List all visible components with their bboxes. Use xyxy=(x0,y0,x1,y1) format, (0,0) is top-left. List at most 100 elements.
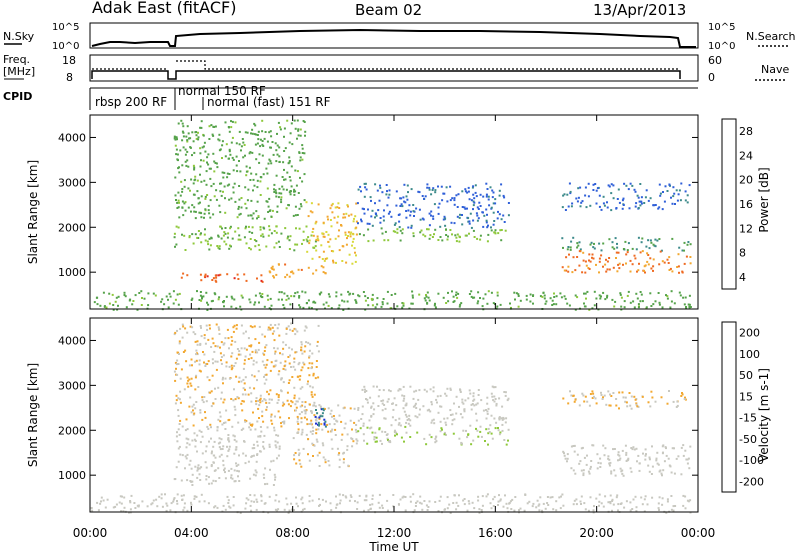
velocity-cell xyxy=(290,366,292,368)
power-cell xyxy=(639,204,642,207)
velocity-cell xyxy=(305,341,308,344)
velocity-cell xyxy=(643,510,646,513)
velocity-cell xyxy=(670,495,673,497)
power-cell xyxy=(203,141,206,144)
velocity-cell xyxy=(602,444,605,447)
power-cell xyxy=(245,207,248,210)
velocity-cell xyxy=(341,433,344,436)
velocity-cell xyxy=(270,361,273,364)
velocity-cell xyxy=(253,494,256,497)
velocity-cell xyxy=(192,413,195,416)
power-cell xyxy=(544,302,547,305)
power-cell xyxy=(474,184,477,187)
power-cell xyxy=(206,156,209,159)
power-cell xyxy=(352,220,355,223)
velocity-cell xyxy=(233,469,236,472)
velocity-cell xyxy=(114,505,117,508)
velocity-cell xyxy=(499,499,502,502)
velocity-cell xyxy=(682,454,685,457)
power-cell xyxy=(181,122,184,125)
velocity-cell xyxy=(245,502,248,505)
power-region-7 xyxy=(561,236,692,252)
power-cell xyxy=(582,251,585,254)
power-cell xyxy=(182,131,185,134)
velocity-cell xyxy=(196,469,199,472)
velocity-cell xyxy=(546,496,549,498)
power-cell xyxy=(385,184,388,186)
power-cell xyxy=(623,182,626,185)
power-region-9 xyxy=(561,182,691,212)
velocity-cell xyxy=(194,360,197,363)
power-cell xyxy=(250,199,253,202)
power-cell xyxy=(270,135,273,138)
power-cell xyxy=(641,300,644,303)
power-cell xyxy=(179,194,182,197)
power-cell xyxy=(276,132,278,135)
velocity-cell xyxy=(499,431,502,434)
velocity-cell xyxy=(310,393,313,396)
power-cell xyxy=(265,167,268,170)
velocity-cell xyxy=(318,498,320,501)
velocity-cell xyxy=(357,430,360,433)
velocity-colorbar-tick-label: -100 xyxy=(739,454,764,467)
velocity-cell xyxy=(524,493,527,496)
power-cell xyxy=(296,291,299,294)
velocity-cell xyxy=(276,347,279,350)
power-y-tick-label: 4000 xyxy=(58,131,86,144)
power-cell xyxy=(678,189,681,192)
power-cell xyxy=(492,211,495,214)
power-cell xyxy=(281,185,284,188)
power-cell xyxy=(202,145,205,148)
power-cell xyxy=(205,183,208,186)
velocity-cell xyxy=(503,391,506,393)
power-cell xyxy=(200,216,203,219)
velocity-cell xyxy=(578,462,581,465)
power-cell xyxy=(460,302,463,305)
velocity-cell xyxy=(558,496,561,499)
power-cell xyxy=(298,151,301,154)
velocity-cell xyxy=(288,379,291,382)
velocity-cell xyxy=(376,385,378,388)
power-cell xyxy=(427,228,430,231)
power-cell xyxy=(445,302,448,304)
velocity-cell xyxy=(349,407,352,410)
velocity-cell xyxy=(199,370,202,373)
velocity-cell xyxy=(374,440,377,443)
velocity-cell xyxy=(586,400,589,403)
power-cell xyxy=(314,245,317,248)
velocity-cell xyxy=(399,498,402,501)
power-cell xyxy=(269,209,272,212)
velocity-cell xyxy=(345,496,348,499)
velocity-cell xyxy=(270,398,273,401)
velocity-cell xyxy=(280,378,283,381)
power-cell xyxy=(367,228,370,231)
velocity-cell xyxy=(236,469,239,472)
velocity-cell xyxy=(312,430,315,432)
velocity-cell xyxy=(243,359,246,362)
power-cell xyxy=(640,293,643,296)
power-cell xyxy=(248,247,251,249)
velocity-cell xyxy=(569,390,571,393)
velocity-cell xyxy=(309,430,312,433)
power-cell xyxy=(650,267,653,270)
power-cell xyxy=(277,298,280,301)
velocity-cell xyxy=(294,452,297,454)
power-cell xyxy=(309,210,312,213)
power-cell xyxy=(322,266,325,269)
power-cell xyxy=(672,195,675,198)
power-cell xyxy=(355,220,358,223)
power-cell xyxy=(200,299,203,302)
velocity-cell xyxy=(351,445,354,448)
power-cell xyxy=(203,216,205,219)
velocity-cell xyxy=(176,431,178,434)
velocity-cell xyxy=(362,433,365,436)
power-cell xyxy=(579,186,582,189)
velocity-cell xyxy=(267,328,270,331)
velocity-cell xyxy=(240,347,243,350)
velocity-cell xyxy=(262,420,265,423)
velocity-cell xyxy=(570,394,573,397)
power-cell xyxy=(167,306,170,309)
power-cell xyxy=(452,295,455,298)
velocity-cell xyxy=(185,418,188,421)
velocity-cell xyxy=(563,454,566,457)
